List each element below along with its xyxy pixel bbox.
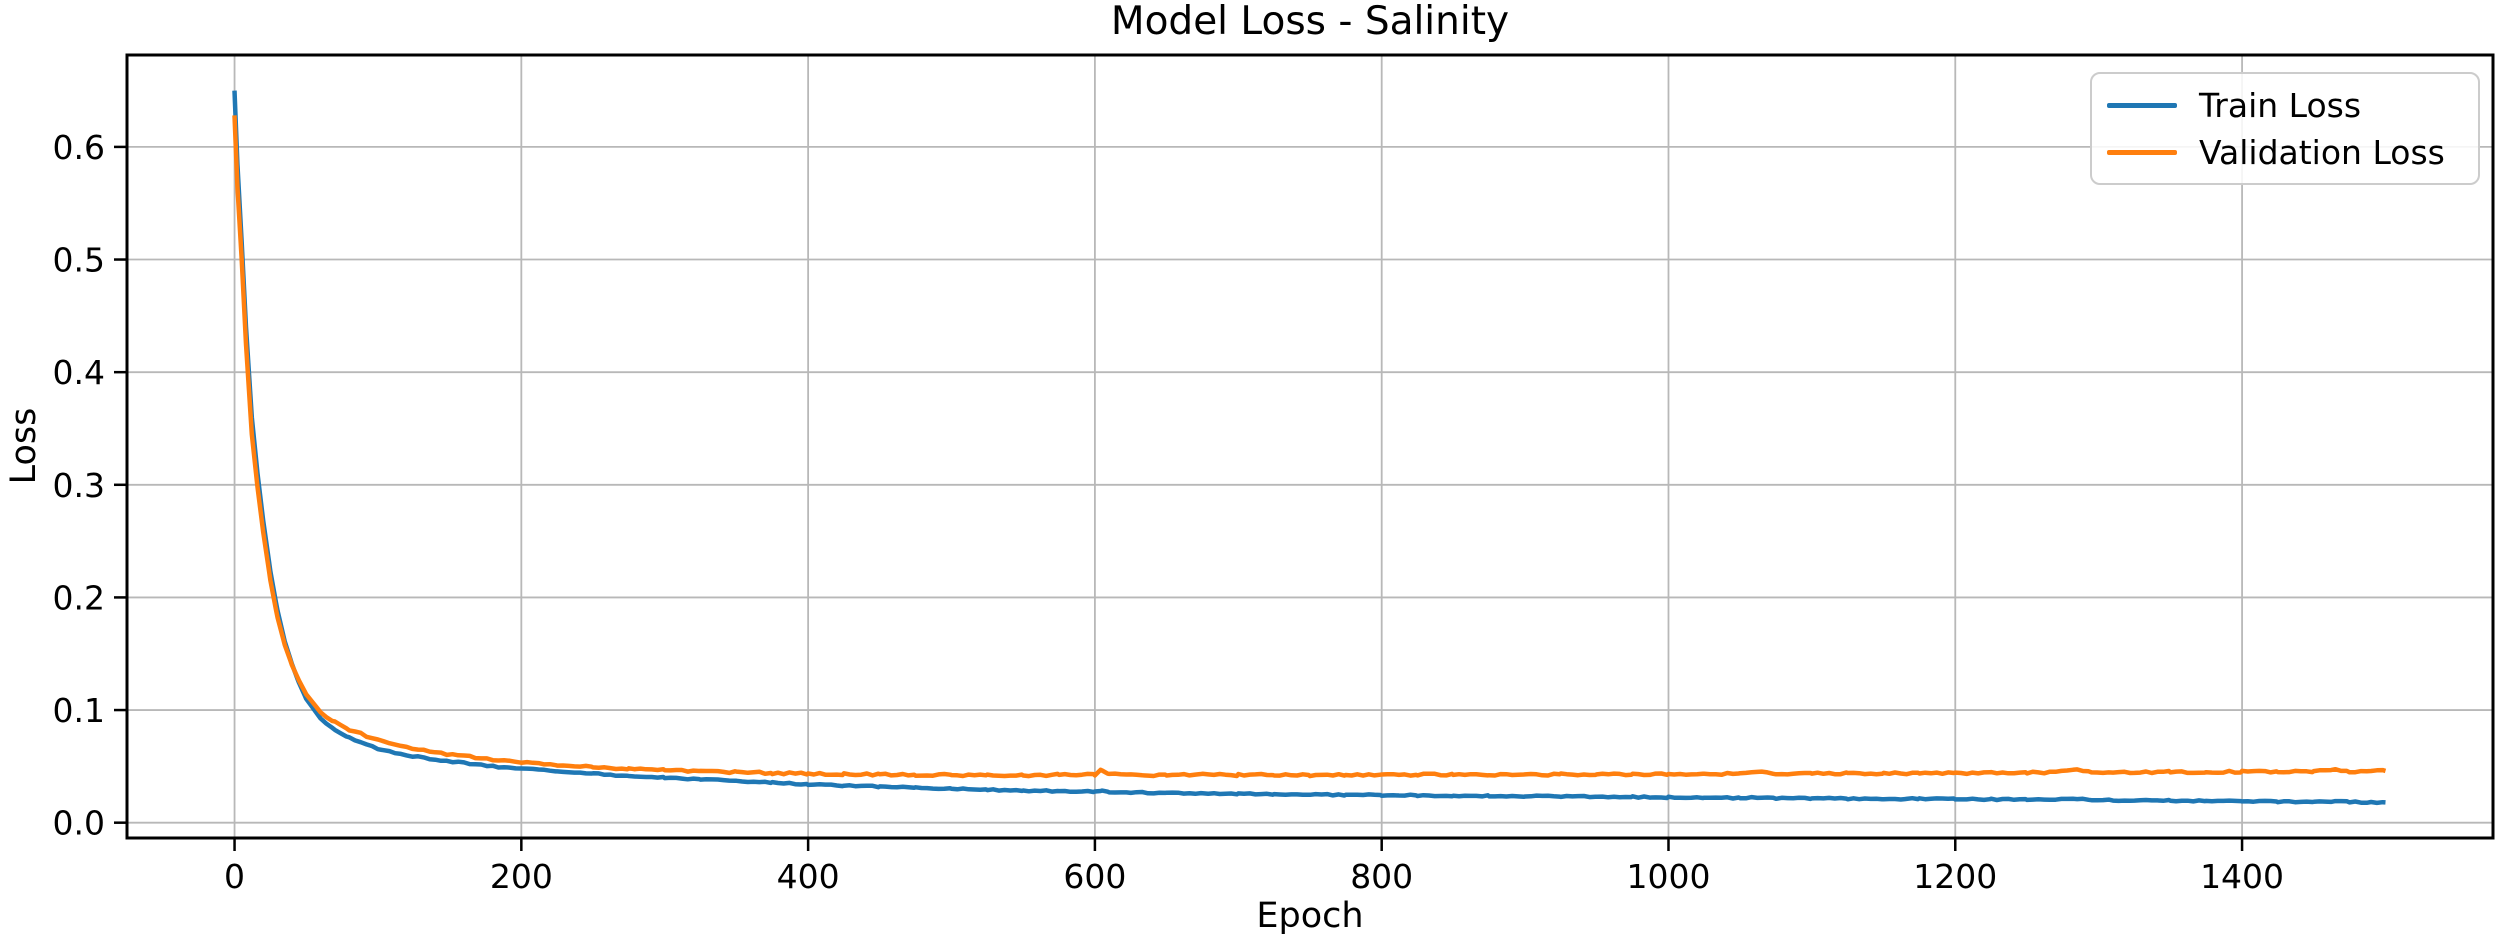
x-tick-label: 800 [1350, 857, 1413, 896]
x-tick-label: 1400 [2200, 857, 2284, 896]
x-tick-label: 200 [490, 857, 553, 896]
legend-label-validation: Validation Loss [2199, 132, 2445, 172]
legend-row-validation: Validation Loss [2107, 136, 2478, 169]
x-tick-label: 1200 [1913, 857, 1997, 896]
validation-loss-swatch [2107, 149, 2177, 155]
y-tick-label: 0.3 [53, 466, 105, 505]
y-tick-label: 0.0 [53, 804, 105, 843]
y-tick-label: 0.1 [53, 691, 105, 730]
legend: Train Loss Validation Loss [2090, 72, 2480, 185]
axes-spines [125, 53, 2495, 840]
x-tick-label: 0 [224, 857, 245, 896]
legend-row-train: Train Loss [2107, 89, 2478, 122]
x-tick-label: 1000 [1626, 857, 1710, 896]
x-tick-label: 400 [777, 857, 840, 896]
y-tick-label: 0.4 [53, 353, 105, 392]
y-axis-label: Loss [4, 407, 44, 485]
y-tick-label: 0.2 [53, 578, 105, 617]
train-loss-swatch [2107, 102, 2177, 108]
chart-title: Model Loss - Salinity [1110, 0, 1510, 44]
validation-loss-line [232, 115, 2387, 779]
y-tick-label: 0.5 [53, 241, 105, 280]
x-tick-label: 600 [1063, 857, 1126, 896]
train-loss-line [232, 90, 2386, 806]
legend-label-train: Train Loss [2199, 85, 2362, 125]
x-axis-label: Epoch [1256, 896, 1364, 936]
y-tick-label: 0.6 [53, 128, 105, 167]
